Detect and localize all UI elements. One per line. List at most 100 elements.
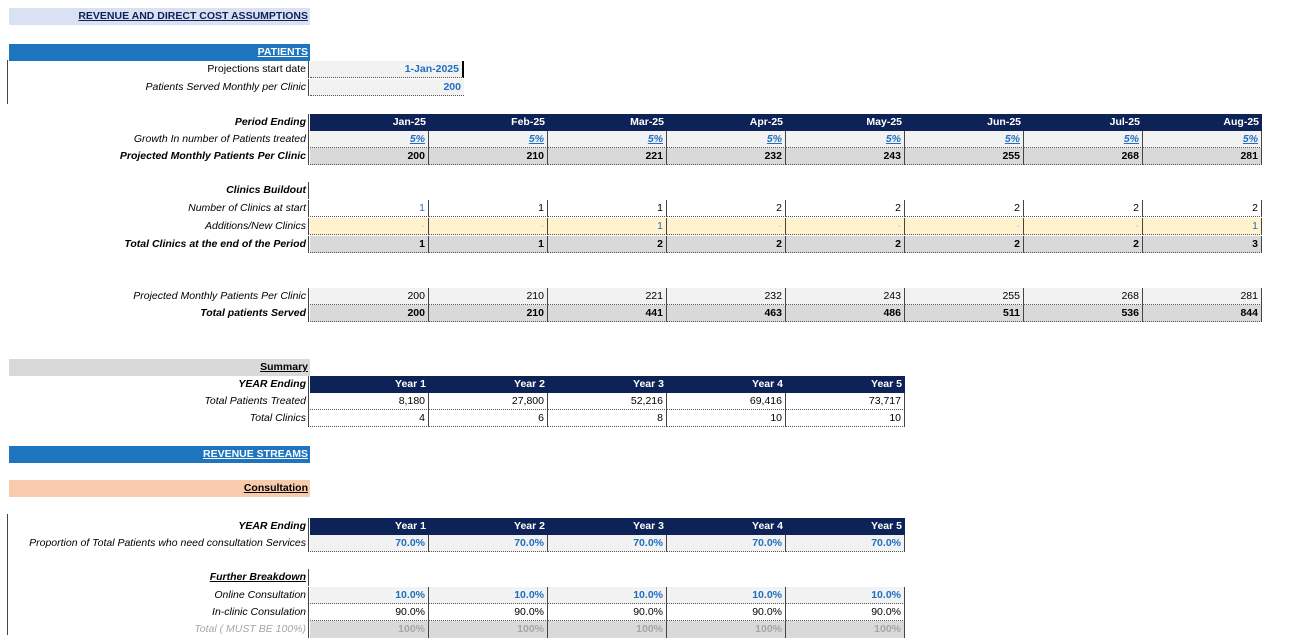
growth-cell[interactable]: 5% xyxy=(1024,131,1143,148)
start-date-label: Projections start date xyxy=(0,61,309,78)
consult-inclinic-cell: 90.0% xyxy=(667,604,786,621)
clinics-start-row: Number of Clinics at start 1 1 1 2 2 2 2 2 xyxy=(0,200,1262,217)
summary-treated-cell: 52,216 xyxy=(548,393,667,410)
projected-monthly-cell: 232 xyxy=(667,148,786,165)
clinics-start-cell: 1 xyxy=(429,200,548,217)
consult-total-cell: 100% xyxy=(667,621,786,638)
summary-year-cell: Year 4 xyxy=(667,376,786,393)
projected-monthly-cell: 200 xyxy=(310,148,429,165)
consult-proportion-row: Proportion of Total Patients who need co… xyxy=(0,535,905,552)
projected-monthly-2-cell: 281 xyxy=(1143,288,1262,305)
projected-monthly-2-cell: 221 xyxy=(548,288,667,305)
consult-proportion-cell[interactable]: 70.0% xyxy=(310,535,429,552)
consult-total-cell: 100% xyxy=(548,621,667,638)
clinics-start-label: Number of Clinics at start xyxy=(0,200,309,217)
clinics-start-cell: 2 xyxy=(1143,200,1262,217)
growth-cell[interactable]: 5% xyxy=(310,131,429,148)
consult-total-cell: 100% xyxy=(786,621,905,638)
total-clinics-cell: 2 xyxy=(667,236,786,253)
total-served-cell: 441 xyxy=(548,305,667,322)
projected-monthly-2-label: Projected Monthly Patients Per Clinic xyxy=(0,288,309,305)
projected-monthly-2-cell: 210 xyxy=(429,288,548,305)
consult-year-cell: Year 5 xyxy=(786,518,905,535)
start-date-input[interactable]: 1-Jan-2025 xyxy=(310,61,464,78)
consult-year-cell: Year 4 xyxy=(667,518,786,535)
consult-year-cell: Year 1 xyxy=(310,518,429,535)
growth-cell[interactable]: 5% xyxy=(786,131,905,148)
projected-monthly-cell: 210 xyxy=(429,148,548,165)
left-border xyxy=(7,60,8,104)
additions-cell[interactable]: - xyxy=(1024,218,1143,235)
patients-section-header: PATIENTS xyxy=(9,44,310,61)
total-clinics-cell: 2 xyxy=(1024,236,1143,253)
consult-proportion-cell[interactable]: 70.0% xyxy=(786,535,905,552)
additions-label: Additions/New Clinics xyxy=(0,218,309,235)
page-title: REVENUE AND DIRECT COST ASSUMPTIONS xyxy=(9,8,310,25)
clinics-start-cell: 1 xyxy=(548,200,667,217)
period-ending-cell: May-25 xyxy=(786,114,905,131)
summary-treated-cell: 27,800 xyxy=(429,393,548,410)
growth-cell[interactable]: 5% xyxy=(1143,131,1262,148)
growth-cell[interactable]: 5% xyxy=(548,131,667,148)
summary-treated-cell: 69,416 xyxy=(667,393,786,410)
consult-proportion-cell[interactable]: 70.0% xyxy=(548,535,667,552)
projected-monthly-2-row: Projected Monthly Patients Per Clinic 200… xyxy=(0,288,1262,305)
further-breakdown-heading: Further Breakdown xyxy=(0,569,309,586)
total-clinics-cell: 2 xyxy=(548,236,667,253)
total-clinics-cell: 2 xyxy=(905,236,1024,253)
consult-total-label: Total ( MUST BE 100%) xyxy=(0,621,309,638)
left-border xyxy=(7,514,8,635)
consult-inclinic-cell: 90.0% xyxy=(429,604,548,621)
summary-heading-row: Summary xyxy=(0,359,310,376)
total-served-row: Total patients Served 200 210 441 463 486 511 5… xyxy=(0,305,1262,322)
summary-clinics-cell: 10 xyxy=(786,410,905,427)
additions-cell[interactable]: - xyxy=(310,218,429,235)
total-served-cell: 536 xyxy=(1024,305,1143,322)
summary-clinics-row: Total Clinics 4 6 8 10 10 xyxy=(0,410,905,427)
period-ending-cell: Mar-25 xyxy=(548,114,667,131)
consult-total-cell: 100% xyxy=(429,621,548,638)
consult-total-cell: 100% xyxy=(310,621,429,638)
projected-monthly-cell: 255 xyxy=(905,148,1024,165)
additions-cell[interactable]: - xyxy=(786,218,905,235)
consult-proportion-cell[interactable]: 70.0% xyxy=(429,535,548,552)
additions-cell[interactable]: 1 xyxy=(1143,218,1262,235)
consult-online-cell[interactable]: 10.0% xyxy=(310,587,429,604)
growth-cell[interactable]: 5% xyxy=(429,131,548,148)
projected-monthly-2-cell: 200 xyxy=(310,288,429,305)
additions-cell[interactable]: 1 xyxy=(548,218,667,235)
summary-treated-cell: 73,717 xyxy=(786,393,905,410)
period-ending-cell: Feb-25 xyxy=(429,114,548,131)
summary-clinics-label: Total Clinics xyxy=(0,410,309,427)
projected-monthly-label: Projected Monthly Patients Per Clinic xyxy=(0,148,309,165)
growth-cell[interactable]: 5% xyxy=(667,131,786,148)
summary-clinics-cell: 10 xyxy=(667,410,786,427)
consult-inclinic-cell: 90.0% xyxy=(310,604,429,621)
consult-online-cell[interactable]: 10.0% xyxy=(429,587,548,604)
summary-year-cell: Year 5 xyxy=(786,376,905,393)
additions-cell[interactable]: - xyxy=(667,218,786,235)
additions-cell[interactable]: - xyxy=(905,218,1024,235)
growth-cell[interactable]: 5% xyxy=(905,131,1024,148)
total-clinics-cell: 1 xyxy=(429,236,548,253)
summary-clinics-cell: 6 xyxy=(429,410,548,427)
projected-monthly-cell: 281 xyxy=(1143,148,1262,165)
consult-year-cell: Year 2 xyxy=(429,518,548,535)
consult-online-label: Online Consultation xyxy=(0,587,309,604)
consult-inclinic-row: In-clinic Consulation 90.0% 90.0% 90.0% 90.0… xyxy=(0,604,905,621)
clinics-start-cell: 1 xyxy=(310,200,429,217)
revenue-streams-row: REVENUE STREAMS xyxy=(0,446,310,463)
consultation-heading: Consultation xyxy=(9,480,310,497)
clinics-start-cell: 2 xyxy=(1024,200,1143,217)
consult-proportion-cell[interactable]: 70.0% xyxy=(667,535,786,552)
consult-online-cell[interactable]: 10.0% xyxy=(786,587,905,604)
consult-online-cell[interactable]: 10.0% xyxy=(667,587,786,604)
period-ending-cell: Jan-25 xyxy=(310,114,429,131)
patients-served-input[interactable]: 200 xyxy=(310,79,464,96)
consult-total-row: Total ( MUST BE 100%) 100% 100% 100% 100% 100… xyxy=(0,621,905,638)
consult-online-cell[interactable]: 10.0% xyxy=(548,587,667,604)
summary-treated-row: Total Patients Treated 8,180 27,800 52,216 6… xyxy=(0,393,905,410)
additions-cell[interactable]: - xyxy=(429,218,548,235)
consult-year-row: YEAR Ending Year 1 Year 2 Year 3 Year 4 Year … xyxy=(0,518,905,535)
consult-inclinic-cell: 90.0% xyxy=(548,604,667,621)
